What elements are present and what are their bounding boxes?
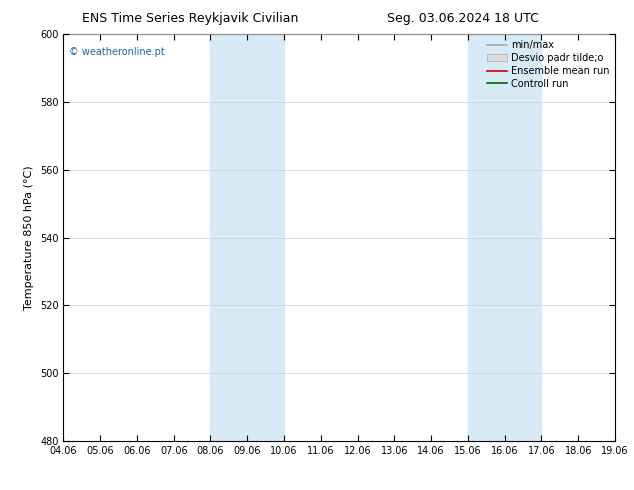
Bar	[468, 34, 541, 441]
Text: Seg. 03.06.2024 18 UTC: Seg. 03.06.2024 18 UTC	[387, 12, 539, 25]
Text: © weatheronline.pt: © weatheronline.pt	[69, 47, 165, 56]
Bar	[210, 34, 284, 441]
Legend: min/max, Desvio padr tilde;o, Ensemble mean run, Controll run: min/max, Desvio padr tilde;o, Ensemble m…	[483, 36, 613, 93]
Y-axis label: Temperature 850 hPa (°C): Temperature 850 hPa (°C)	[24, 165, 34, 310]
Text: ENS Time Series Reykjavik Civilian: ENS Time Series Reykjavik Civilian	[82, 12, 299, 25]
